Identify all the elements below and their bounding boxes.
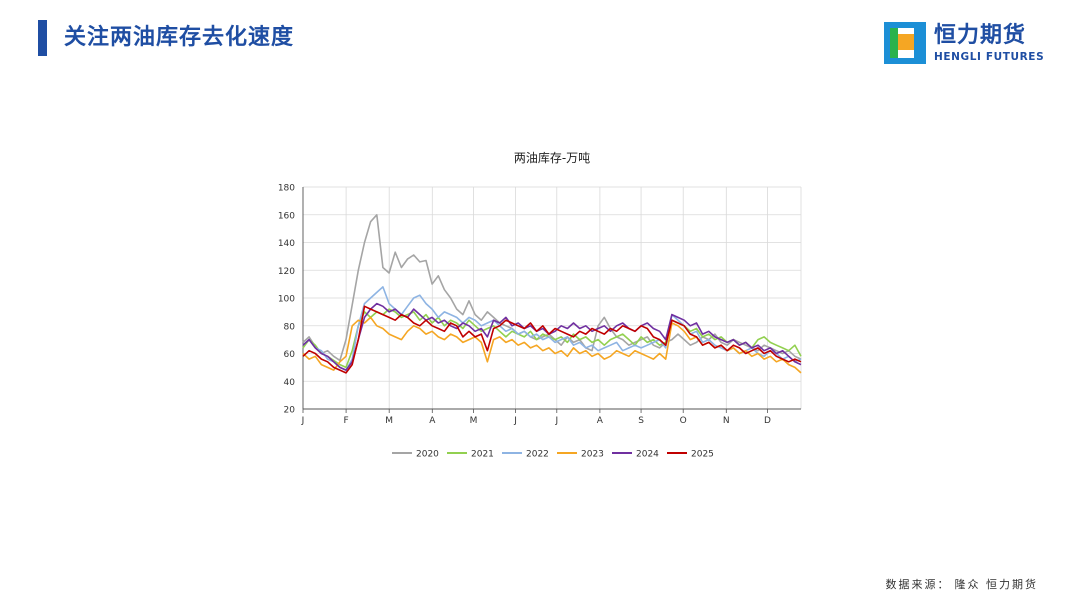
y-tick-label: 180	[278, 184, 295, 194]
legend-label-2021: 2021	[471, 450, 494, 460]
data-source-note: 数据来源： 隆众 恒力期货	[886, 576, 1043, 592]
title-accent-bar	[38, 20, 47, 56]
y-tick-label: 40	[284, 378, 296, 388]
x-tick-label: S	[638, 416, 644, 426]
x-tick-label: J	[513, 416, 517, 426]
logo-name-en: HENGLI FUTURES	[934, 51, 1045, 63]
legend-label-2020: 2020	[416, 450, 439, 460]
source-label: 数据来源：	[885, 578, 951, 591]
source-value: 隆众 恒力期货	[954, 578, 1038, 591]
y-tick-label: 140	[278, 239, 295, 249]
x-tick-label: J	[301, 416, 305, 426]
x-tick-label: M	[385, 416, 393, 426]
y-tick-label: 120	[278, 267, 295, 277]
x-tick-label: F	[344, 416, 349, 426]
x-tick-label: J	[554, 416, 558, 426]
y-tick-label: 60	[284, 350, 296, 360]
x-tick-label: D	[764, 416, 771, 426]
logo-name-cn: 恒力期货	[934, 23, 1027, 48]
legend-label-2022: 2022	[526, 450, 549, 460]
y-tick-label: 80	[284, 322, 296, 332]
y-tick-label: 100	[278, 295, 295, 305]
legend-label-2023: 2023	[581, 450, 604, 460]
y-tick-label: 160	[278, 211, 295, 221]
x-tick-label: A	[597, 416, 604, 426]
series-line-2024	[302, 302, 802, 371]
series-line-2025	[302, 305, 802, 374]
y-tick-label: 20	[284, 406, 296, 416]
x-tick-label: M	[470, 416, 478, 426]
x-tick-label: O	[680, 416, 687, 426]
legend-label-2025: 2025	[691, 450, 714, 460]
page-title: 关注两油库存去化速度	[64, 25, 295, 50]
chart-title: 两油库存-万吨	[514, 150, 590, 165]
logo-mark-icon	[884, 22, 926, 64]
x-tick-label: N	[723, 416, 730, 426]
company-logo: 恒力期货 HENGLI FUTURES	[884, 22, 1054, 66]
x-tick-label: A	[429, 416, 436, 426]
legend-label-2024: 2024	[636, 450, 659, 460]
